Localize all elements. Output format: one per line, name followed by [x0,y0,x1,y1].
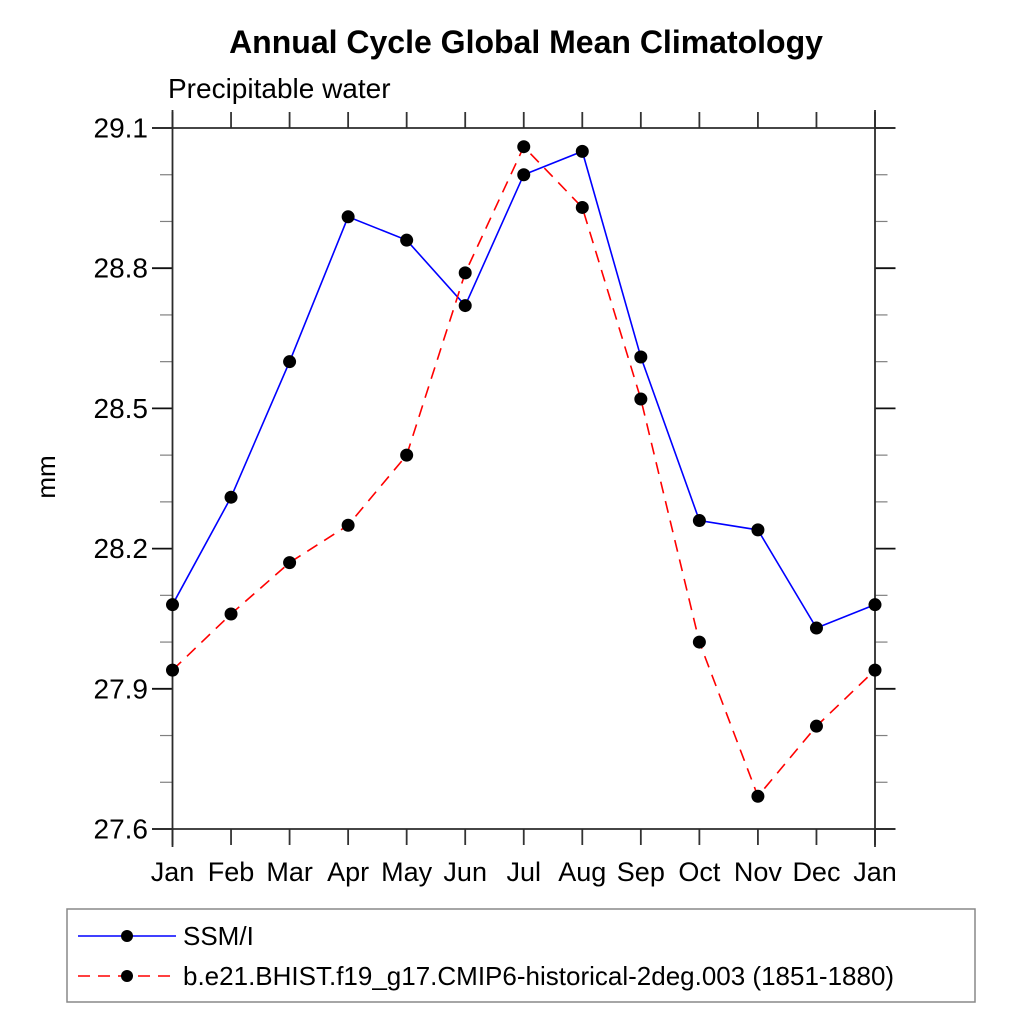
data-point-marker [634,392,648,406]
y-tick-label: 28.8 [94,253,149,284]
y-axis-label: mm [31,455,61,498]
series-line-0 [171,150,876,630]
data-point-marker [634,350,648,364]
x-tick-label: Aug [558,857,606,887]
x-tick-label: May [381,857,433,887]
axis-ticks [152,112,896,845]
legend-marker-model-dot-icon [121,970,133,982]
data-point-marker [575,200,589,214]
x-tick-label: Mar [266,857,313,887]
x-tick-label: Jan [853,857,897,887]
data-point-marker [458,299,472,313]
data-point-marker [575,144,589,158]
data-point-marker [809,621,823,635]
legend-box [66,908,976,1003]
data-point-marker [341,518,355,532]
chart-subtitle: Precipitable water [168,73,391,104]
data-point-marker [283,355,297,369]
data-point-marker [868,663,882,677]
data-point-marker [809,719,823,733]
data-point-marker [166,598,179,612]
x-tick-label: Jul [506,857,541,887]
x-tick-label: Dec [792,857,840,887]
y-tick-label: 29.1 [94,113,149,144]
axis-tick-labels: 27.6 27.9 28.2 28.5 28.8 29.1 Jan Feb Mar Apr May J… [94,113,897,888]
data-point-marker [517,168,531,182]
series-line-1 [171,145,876,798]
data-point-marker [400,233,414,247]
legend-label-model: b.e21.BHIST.f19_g17.CMIP6-historical-2de… [183,961,894,991]
x-tick-label: Apr [327,857,369,887]
data-point-marker [517,140,531,154]
x-tick-label: Jun [443,857,487,887]
data-point-marker [692,635,706,649]
data-point-marker [692,514,706,528]
data-point-marker [224,607,238,621]
y-tick-label: 28.5 [94,393,149,424]
legend: SSM/I b.e21.BHIST.f19_g17.CMIP6-historic… [66,908,976,1003]
x-tick-label: Nov [734,857,783,887]
data-point-marker [224,490,238,504]
data-point-marker [166,663,179,677]
data-point-marker [283,556,297,570]
x-tick-label: Jan [151,857,195,887]
y-tick-label: 28.2 [94,533,149,564]
data-point-marker [751,523,765,537]
data-point-marker [751,789,765,803]
y-tick-label: 27.6 [94,814,149,845]
data-point-marker [458,266,472,280]
plot-frame [154,110,893,847]
chart-title: Annual Cycle Global Mean Climatology [229,24,823,60]
x-tick-label: Oct [678,857,721,887]
data-point-marker [400,448,414,462]
legend-label-ssmi: SSM/I [183,921,254,951]
x-tick-label: Feb [208,857,255,887]
y-tick-label: 27.9 [94,673,149,704]
x-tick-label: Sep [617,857,665,887]
data-point-marker [868,598,882,612]
data-point-marker [341,210,355,224]
legend-marker-ssmi-dot-icon [121,930,133,942]
data-series [166,140,882,803]
